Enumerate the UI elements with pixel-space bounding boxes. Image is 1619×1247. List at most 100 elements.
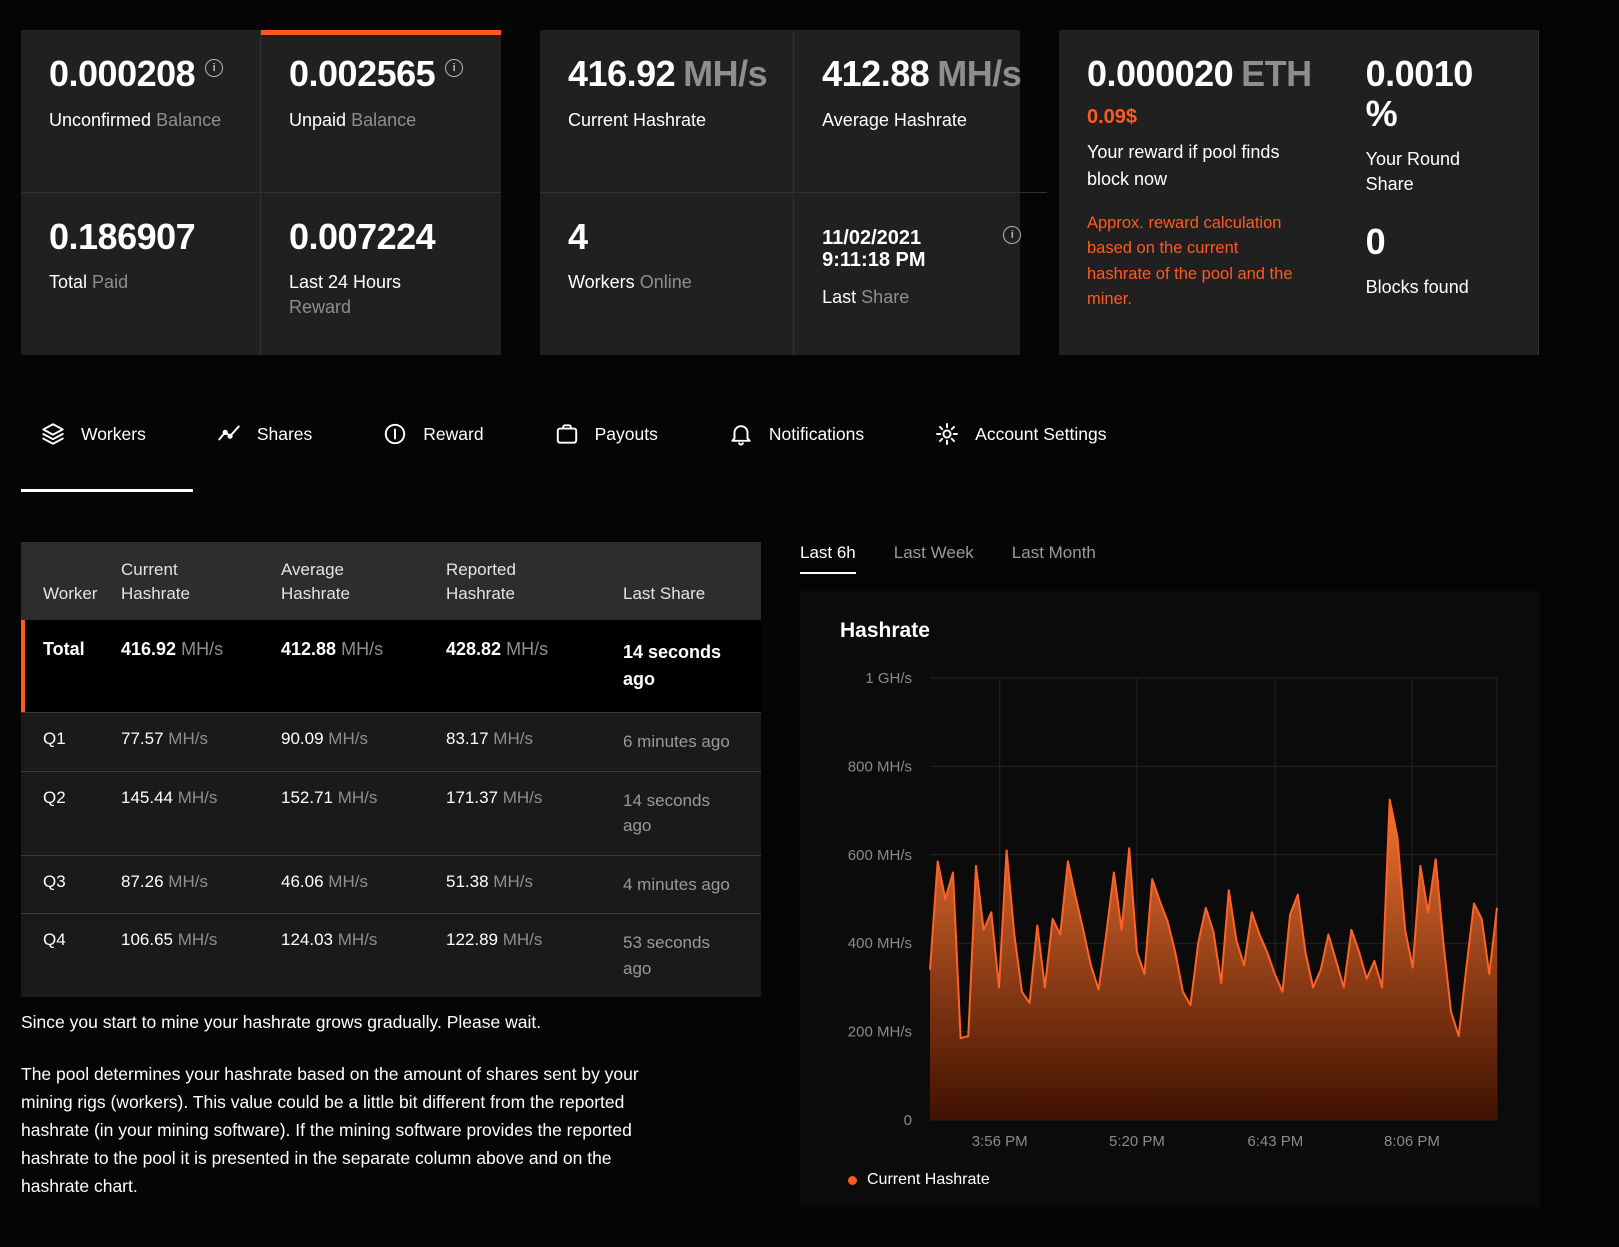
- last24h-label: Last 24 Hours Reward: [289, 272, 402, 318]
- round-share-label: Your Round Share: [1365, 149, 1461, 195]
- average-hashrate: 152.71 MH/s: [281, 787, 378, 807]
- last-share: 4 minutes ago: [623, 874, 730, 894]
- last-share-value: 11/02/2021 9:11:18 PM: [822, 226, 926, 271]
- balance-card: 0.000208 Unconfirmed Balance 0.002565 Un…: [21, 30, 501, 355]
- range-tab-last-week[interactable]: Last Week: [893, 543, 974, 562]
- table-header: Worker Current Hashrate Average Hashrate…: [21, 542, 761, 620]
- workers-online-value: 4: [568, 215, 588, 257]
- tab-label: Shares: [256, 423, 313, 444]
- stats-row: 0.000208 Unconfirmed Balance 0.002565 Un…: [21, 30, 1539, 355]
- reported-hashrate: 51.38 MH/s: [446, 871, 533, 891]
- last24h-value: 0.007224: [289, 215, 436, 257]
- tab-account-settings[interactable]: Account Settings: [934, 421, 1106, 447]
- hashrate-line: [929, 798, 1498, 1040]
- current-hashrate: 416.92 MH/s: [121, 639, 224, 659]
- pool-reward-value: 0.000020 ETH: [1087, 53, 1312, 94]
- y-axis-label: 600 MH/s: [848, 847, 912, 864]
- worker-name: Q3: [43, 871, 66, 891]
- tab-payouts[interactable]: Payouts: [554, 421, 658, 447]
- reported-hashrate: 428.82 MH/s: [446, 639, 549, 659]
- coin-icon: [385, 423, 406, 445]
- active-tab-underline: [21, 489, 193, 492]
- info-icon[interactable]: [205, 59, 224, 77]
- average-hashrate: 124.03 MH/s: [281, 930, 378, 949]
- average-hashrate: 90.09 MH/s: [281, 729, 368, 748]
- header-last-share: Last Share: [623, 584, 706, 604]
- current-hashrate: 145.44 MH/s: [121, 787, 218, 807]
- pool-reward-note: Approx. reward calculation based on the …: [1087, 213, 1293, 309]
- round-share-value: 0.0010 %: [1365, 53, 1474, 134]
- range-tab-last-month[interactable]: Last Month: [1011, 543, 1096, 562]
- tab-reward[interactable]: Reward: [382, 421, 484, 447]
- workers-online-label: Workers Online: [568, 272, 692, 293]
- note-paragraph: The pool determines your hashrate based …: [21, 1064, 639, 1196]
- chart-legend: Current Hashrate: [848, 1171, 990, 1189]
- unconfirmed-balance-label: Unconfirmed Balance: [49, 109, 222, 130]
- table-row: Q1 77.57 MH/s 90.09 MH/s 83.17 MH/s 6 mi…: [21, 712, 761, 771]
- activity-icon: [218, 425, 240, 441]
- x-axis-label: 5:20 PM: [1109, 1133, 1165, 1147]
- tab-label: Payouts: [594, 423, 658, 444]
- pool-reward-label: Your reward if pool finds block now: [1087, 141, 1280, 189]
- table-row-total: Total 416.92 MH/s 412.88 MH/s 428.82 MH/…: [21, 620, 761, 712]
- current-hashrate-label: Current Hashrate: [568, 109, 707, 130]
- current-hashrate: 106.65 MH/s: [121, 930, 218, 949]
- reported-hashrate: 83.17 MH/s: [446, 729, 533, 748]
- stat-average-hashrate: 412.88 MH/s Average Hashrate: [794, 30, 1048, 193]
- x-axis-label: 3:56 PM: [972, 1133, 1028, 1147]
- legend-dot-icon: [848, 1175, 857, 1185]
- worker-name: Q1: [43, 729, 66, 748]
- table-body: Total 416.92 MH/s 412.88 MH/s 428.82 MH/…: [21, 620, 761, 997]
- x-axis-label: 6:43 PM: [1247, 1133, 1303, 1147]
- header-current-hashrate: Current Hashrate: [121, 559, 190, 604]
- stat-workers-online: 4 Workers Online: [540, 192, 795, 355]
- average-hashrate-value: 412.88 MH/s: [822, 53, 1022, 94]
- y-axis-label: 0: [904, 1112, 912, 1129]
- last-share: 14 seconds ago: [623, 642, 722, 689]
- current-hashrate-value: 416.92 MH/s: [568, 53, 768, 94]
- header-reported-hashrate: Reported Hashrate: [446, 559, 516, 604]
- pool-card: 0.0010 % Your Round Share 0.000020 ETH 0.…: [1059, 30, 1539, 355]
- last-share: 6 minutes ago: [623, 732, 730, 751]
- blocks-found-label: Blocks found: [1365, 277, 1469, 298]
- main-tabs: Workers Shares Reward Payouts Notificati…: [40, 402, 1106, 466]
- table-row: Q2 145.44 MH/s 152.71 MH/s 171.37 MH/s 1…: [21, 770, 761, 855]
- hashrate-card: 416.92 MH/s Current Hashrate 412.88 MH/s A…: [540, 30, 1048, 355]
- unpaid-balance-label: Unpaid Balance: [289, 109, 417, 130]
- unpaid-balance-value: 0.002565: [289, 53, 436, 94]
- header-worker: Worker: [43, 584, 98, 604]
- info-icon[interactable]: [1003, 225, 1022, 244]
- unpaid-accent-bar: [261, 30, 501, 35]
- table-row: Q4 106.65 MH/s 124.03 MH/s 122.89 MH/s 5…: [21, 913, 761, 997]
- last-share: 53 seconds ago: [623, 933, 710, 978]
- workers-table: Worker Current Hashrate Average Hashrate…: [21, 542, 761, 997]
- hashrate-notes: Since you start to mine your hashrate gr…: [21, 1008, 649, 1200]
- tab-shares[interactable]: Shares: [216, 421, 312, 447]
- note-paragraph: Since you start to mine your hashrate gr…: [21, 1012, 542, 1032]
- stat-round-share: 0.0010 % Your Round Share: [1338, 30, 1539, 198]
- bell-icon: [731, 425, 751, 446]
- average-hashrate-label: Average Hashrate: [822, 109, 967, 130]
- stat-pool-reward: 0.000020 ETH 0.09$ Your reward if pool fi…: [1059, 30, 1338, 355]
- y-axis-label: 800 MH/s: [848, 758, 912, 775]
- reported-hashrate: 171.37 MH/s: [446, 787, 543, 807]
- tab-workers[interactable]: Workers: [40, 421, 146, 447]
- info-icon[interactable]: [445, 59, 464, 77]
- range-tab-last-6h[interactable]: Last 6h: [800, 543, 856, 574]
- average-hashrate: 412.88 MH/s: [281, 639, 384, 659]
- average-hashrate: 46.06 MH/s: [281, 871, 368, 891]
- header-average-hashrate: Average Hashrate: [281, 559, 350, 604]
- gear-icon: [936, 423, 959, 445]
- stat-blocks-found: 0 Blocks found: [1338, 197, 1539, 355]
- chart-range-tabs: Last 6h Last Week Last Month: [800, 543, 1096, 574]
- tab-label: Notifications: [768, 423, 865, 444]
- stat-unconfirmed-balance: 0.000208 Unconfirmed Balance: [21, 30, 261, 193]
- tab-notifications[interactable]: Notifications: [728, 421, 864, 447]
- stat-last-share: 11/02/2021 9:11:18 PM Last Share: [794, 193, 1047, 356]
- stat-unpaid-balance: 0.002565 Unpaid Balance: [261, 30, 501, 193]
- worker-name: Q2: [43, 787, 66, 807]
- reported-hashrate: 122.89 MH/s: [446, 930, 543, 949]
- layers-icon: [42, 423, 64, 445]
- y-axis-label: 1 GH/s: [865, 670, 912, 687]
- x-axis-label: 8:06 PM: [1384, 1133, 1440, 1147]
